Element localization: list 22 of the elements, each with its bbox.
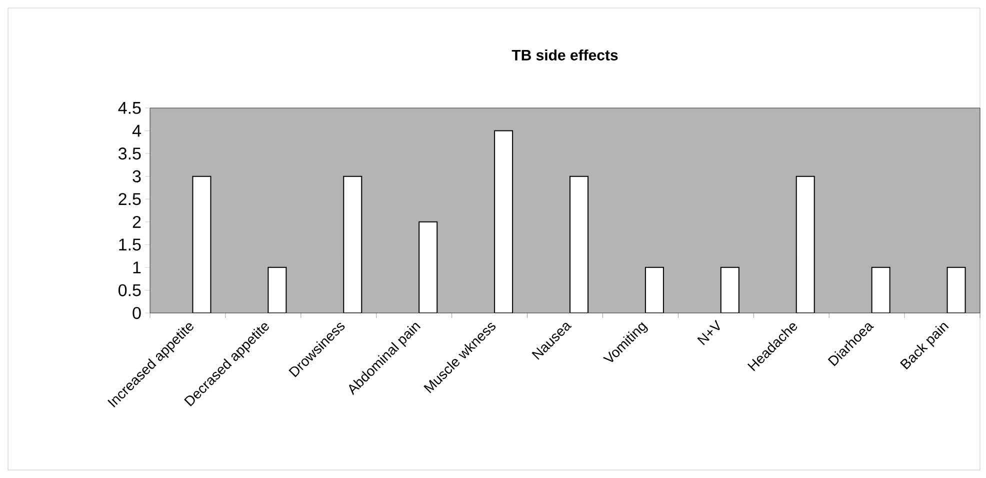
bar — [720, 266, 740, 313]
bar — [192, 176, 212, 313]
bar — [268, 266, 287, 313]
y-tick-label: 0.5 — [118, 284, 141, 296]
bar — [570, 176, 588, 313]
bar — [343, 176, 362, 313]
y-tick-label: 3 — [132, 170, 141, 182]
bar — [494, 130, 514, 313]
y-tick-label: 4 — [132, 124, 141, 137]
y-tick-label: 2 — [132, 216, 141, 228]
bar — [946, 266, 966, 313]
y-tick-label: 1 — [133, 262, 141, 274]
y-tick-label: 0 — [132, 306, 141, 320]
bar — [796, 176, 815, 313]
y-tick-label: 2.5 — [118, 193, 141, 206]
bar — [644, 266, 664, 313]
y-tick-label: 4.5 — [118, 102, 141, 114]
y-tick-label: 1.5 — [119, 238, 141, 251]
bar — [871, 266, 890, 313]
y-tick-label: 3.5 — [118, 148, 141, 160]
bar — [418, 221, 438, 313]
chart-title: TB side effects — [512, 49, 618, 60]
